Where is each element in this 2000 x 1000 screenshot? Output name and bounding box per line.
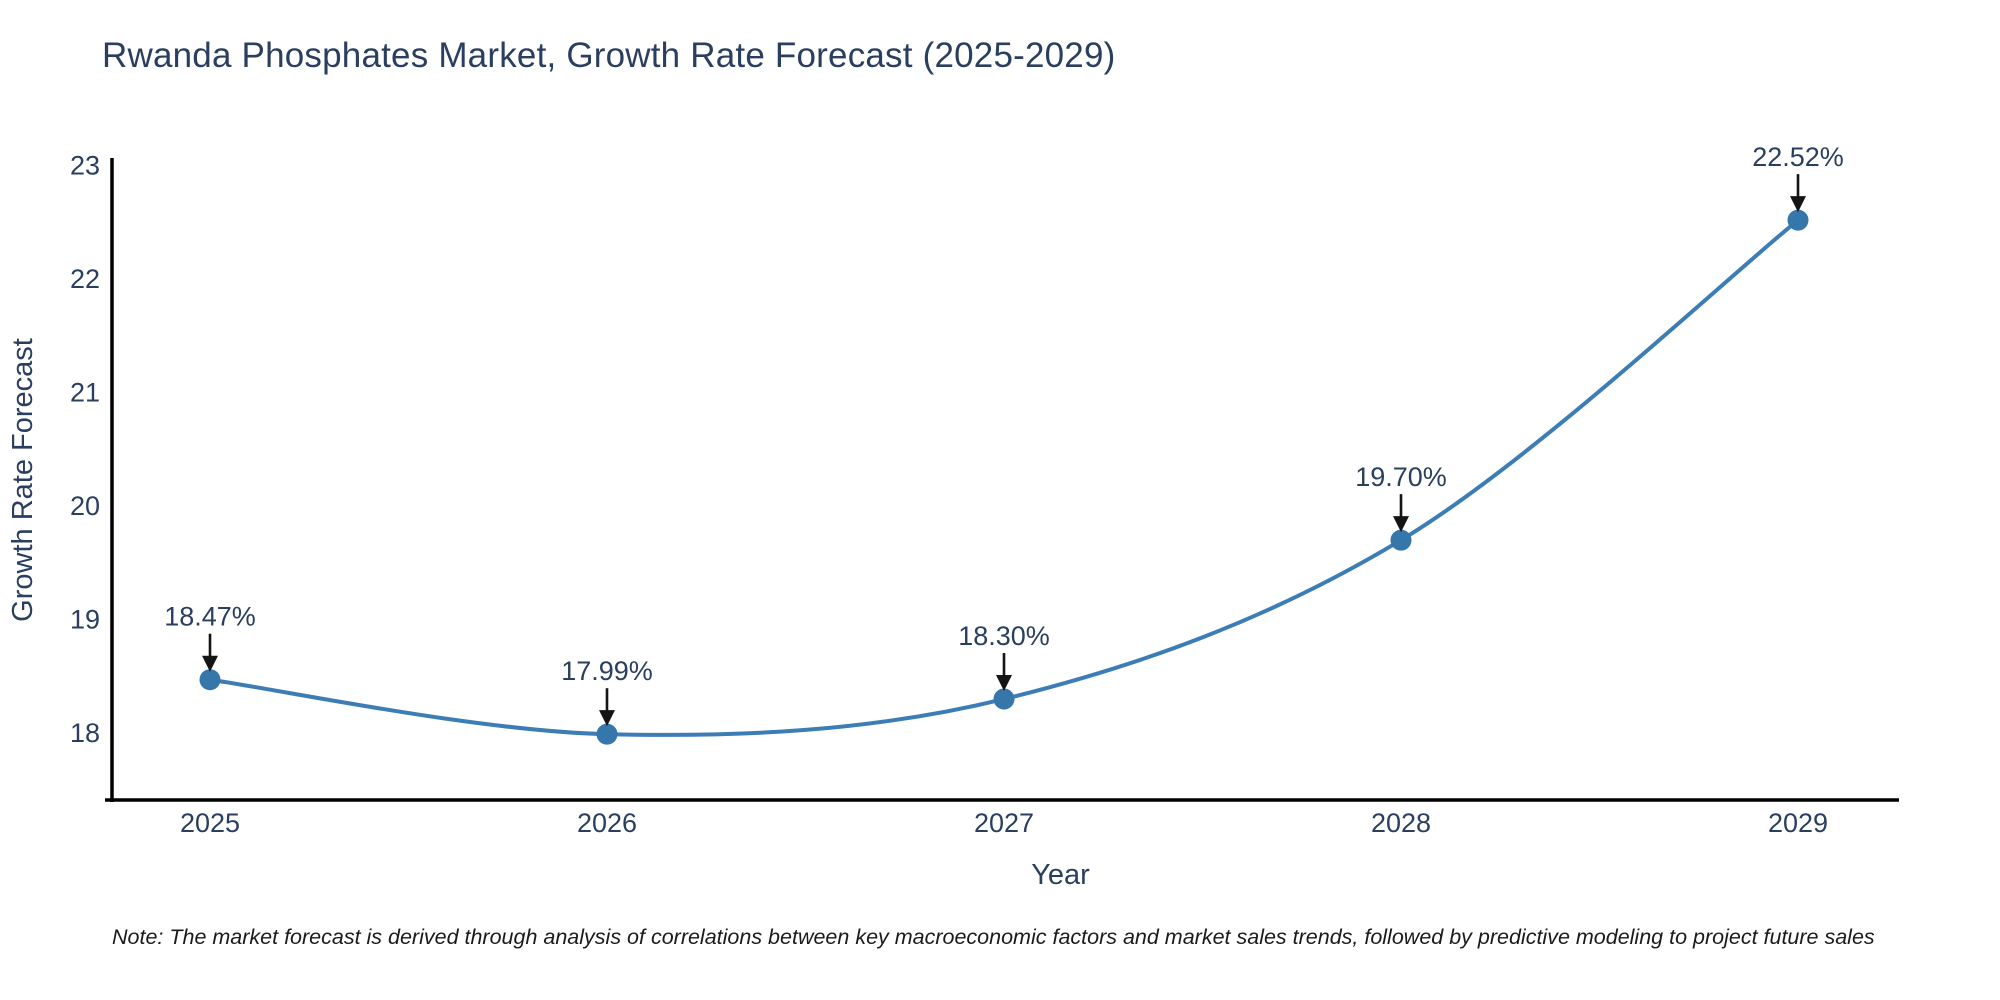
- x-tick-label: 2027: [974, 808, 1034, 838]
- y-tick-label: 19: [70, 605, 100, 635]
- annotation-arrowhead: [1790, 196, 1806, 213]
- annotation-arrowhead: [996, 675, 1012, 692]
- y-axis-title: Growth Rate Forecast: [7, 338, 39, 622]
- footnote: Note: The market forecast is derived thr…: [112, 925, 1875, 949]
- y-tick-label: 23: [70, 151, 100, 181]
- annotation-arrowhead: [202, 655, 218, 672]
- point-value-label: 19.70%: [1355, 462, 1447, 492]
- data-point-marker: [1787, 209, 1809, 231]
- chart-title: Rwanda Phosphates Market, Growth Rate Fo…: [102, 36, 1116, 75]
- data-point-marker: [1390, 529, 1412, 551]
- point-value-label: 22.52%: [1752, 142, 1844, 172]
- point-value-label: 18.47%: [164, 602, 256, 632]
- annotation-arrowhead: [1393, 516, 1409, 533]
- x-tick-label: 2026: [577, 808, 637, 838]
- data-point-marker: [199, 669, 221, 691]
- y-tick-label: 20: [70, 491, 100, 521]
- x-tick-label: 2025: [180, 808, 240, 838]
- x-tick-label: 2028: [1371, 808, 1431, 838]
- point-value-label: 18.30%: [958, 621, 1050, 651]
- data-point-marker: [596, 723, 618, 745]
- x-axis-title: Year: [1031, 859, 1090, 891]
- data-point-marker: [993, 688, 1015, 710]
- annotation-arrowhead: [599, 710, 615, 727]
- x-tick-label: 2029: [1768, 808, 1828, 838]
- y-tick-label: 22: [70, 264, 100, 294]
- point-value-label: 17.99%: [561, 656, 653, 686]
- y-tick-label: 18: [70, 718, 100, 748]
- y-tick-label: 21: [70, 378, 100, 408]
